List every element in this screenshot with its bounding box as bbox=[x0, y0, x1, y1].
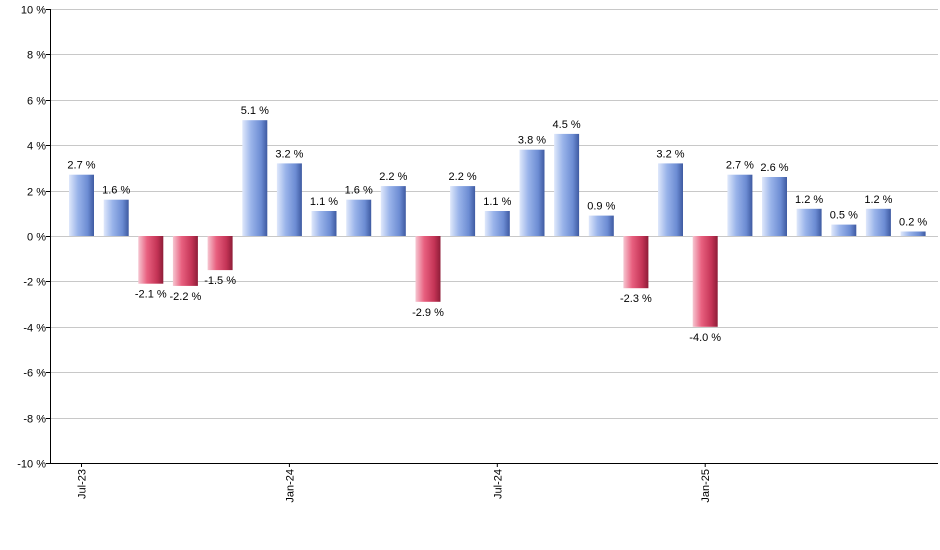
data-label: 1.6 % bbox=[345, 185, 373, 197]
bar bbox=[658, 163, 683, 236]
data-label: 1.6 % bbox=[102, 185, 130, 197]
bar bbox=[900, 231, 926, 236]
data-label: 2.2 % bbox=[379, 171, 407, 183]
y-tick-label: 4 % bbox=[27, 141, 46, 153]
bars bbox=[69, 120, 926, 327]
data-label: 3.2 % bbox=[656, 148, 684, 160]
axes: 10 % 8 % 6 % 4 % 2 % 0 % -2 % -4 % -6 % -8 % -10 %… bbox=[17, 5, 938, 503]
bar bbox=[762, 177, 787, 236]
y-tick-label: 0 % bbox=[27, 232, 46, 244]
data-label: -2.9 % bbox=[412, 307, 444, 319]
bar bbox=[865, 208, 891, 236]
y-tick-label: -2 % bbox=[23, 277, 46, 289]
data-labels: 2.7 % 1.6 % -2.1 % -2.2 %-1.5 % 5.1 % 3.2 % 1.… bbox=[67, 105, 927, 344]
bar bbox=[588, 215, 614, 236]
bar bbox=[207, 236, 233, 271]
data-label: 1.2 % bbox=[795, 194, 823, 206]
bar bbox=[727, 174, 753, 236]
data-label: 2.7 % bbox=[67, 160, 95, 172]
bar bbox=[692, 236, 718, 327]
y-tick-label: -6 % bbox=[23, 368, 46, 380]
bar bbox=[311, 211, 337, 236]
data-label: 0.2 % bbox=[899, 217, 927, 229]
bar bbox=[484, 211, 510, 236]
x-tick-label: Jan-25 bbox=[700, 469, 712, 503]
x-tick-label: Jan-24 bbox=[284, 469, 296, 503]
y-tick-label: -10 % bbox=[17, 459, 46, 471]
data-label: -2.2 % bbox=[170, 291, 202, 303]
bar bbox=[415, 236, 441, 302]
bar bbox=[242, 120, 268, 236]
data-label: 3.2 % bbox=[275, 148, 303, 160]
data-label: 4.5 % bbox=[553, 119, 581, 131]
data-label: 1.1 % bbox=[483, 196, 511, 208]
bar bbox=[103, 199, 129, 236]
data-label: 1.1 % bbox=[310, 196, 338, 208]
bar bbox=[138, 236, 164, 284]
bar bbox=[554, 133, 580, 236]
data-label: 2.2 % bbox=[449, 171, 477, 183]
bar bbox=[69, 174, 94, 236]
bar bbox=[623, 236, 649, 289]
x-tick-label: Jul-23 bbox=[77, 469, 89, 499]
bar bbox=[276, 163, 302, 236]
y-tick-label: 2 % bbox=[27, 187, 46, 199]
bar bbox=[346, 199, 372, 236]
bar bbox=[172, 236, 198, 286]
data-label: 1.2 % bbox=[864, 194, 892, 206]
y-tick-label: -4 % bbox=[23, 323, 46, 335]
bar bbox=[519, 149, 545, 236]
data-label: -2.1 % bbox=[135, 289, 167, 301]
y-tick-label: -8 % bbox=[23, 414, 46, 426]
data-label: 2.7 % bbox=[726, 160, 754, 172]
data-label: -4.0 % bbox=[689, 332, 721, 344]
bar bbox=[831, 224, 857, 236]
data-label: -2.3 % bbox=[620, 293, 652, 305]
data-label: 2.6 % bbox=[760, 162, 788, 174]
data-label: -1.5 % bbox=[204, 275, 236, 287]
data-label: 5.1 % bbox=[241, 105, 269, 117]
x-tick-label: Jul-24 bbox=[492, 469, 504, 499]
y-tick-label: 6 % bbox=[27, 96, 46, 108]
data-label: 0.5 % bbox=[830, 210, 858, 222]
y-tick-label: 8 % bbox=[27, 50, 46, 62]
bar bbox=[796, 208, 822, 236]
data-label: 0.9 % bbox=[587, 201, 615, 213]
data-label: 3.8 % bbox=[518, 135, 546, 147]
y-tick-label: 10 % bbox=[21, 5, 46, 17]
bar bbox=[380, 186, 406, 236]
bar bbox=[450, 186, 476, 236]
